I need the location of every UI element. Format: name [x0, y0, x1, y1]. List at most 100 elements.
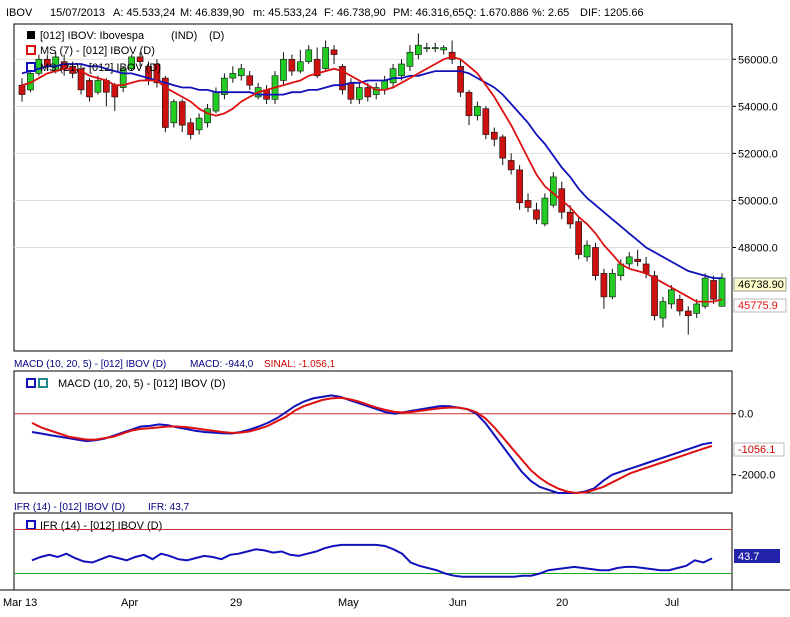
macd-title-signal: SINAL: -1.056,1 [264, 359, 336, 370]
candle-down [246, 75, 254, 86]
header-pct: %: 2.65 [532, 7, 569, 19]
price-tick-label: 54000.0 [738, 101, 778, 113]
ifr-last-marker: 43.7 [734, 549, 780, 563]
ifr-legend-swatch [26, 520, 36, 530]
candle-down [524, 200, 532, 208]
price-tick-label: 48000.0 [738, 242, 778, 254]
candle-up [440, 47, 448, 51]
candle-up [280, 58, 287, 81]
candle-up [693, 303, 701, 314]
candle-up [204, 108, 211, 124]
candle-up [474, 106, 481, 117]
macd-last-marker: -1056.1 [733, 442, 785, 457]
candle-down [490, 131, 498, 140]
legend-ms7-label: MS (7) - [012] IBOV (D) [40, 45, 155, 57]
candle-down [507, 160, 515, 171]
candle-down [566, 211, 574, 225]
header-qty: Q: 1.670.886 [465, 7, 529, 19]
legend-main-ind: (IND) [171, 30, 197, 42]
candle-down [600, 273, 608, 298]
ifr-line [31, 543, 713, 578]
price-tick-label: 50000.0 [738, 195, 778, 207]
candle-up [128, 56, 135, 69]
candle-up [372, 87, 380, 95]
candle-down [684, 310, 692, 317]
legend-main-swatch [27, 31, 35, 39]
x-tick-label: 20 [556, 597, 568, 609]
candle-up [305, 49, 313, 62]
price-tick-label: 56000.0 [738, 54, 778, 66]
ifr-title-value: IFR: 43,7 [148, 502, 190, 513]
x-axis: Mar 13 Apr 29 May Jun 20 Jul [0, 589, 790, 609]
legend-ms21-label: MS (21) - [012] IBOV (D) [40, 62, 161, 74]
candle-down [347, 82, 355, 100]
ma21-line [21, 63, 722, 280]
candle-up [583, 244, 591, 258]
price-moving-averages [21, 55, 723, 303]
candle-up [237, 68, 245, 77]
candle-down [651, 275, 658, 317]
x-tick-label: 29 [230, 597, 242, 609]
header-low: m: 45.533,24 [253, 7, 317, 19]
candle-down [634, 258, 641, 262]
header-close: F: 46.738,90 [324, 7, 386, 19]
candle-up [609, 273, 616, 298]
candle-down [330, 49, 338, 55]
macd-line [31, 394, 713, 494]
macd-legend: MACD (10, 20, 5) - [012] IBOV (D) [26, 378, 226, 390]
ifr-panel [13, 512, 733, 591]
last-price-marker: 46738.90 [733, 277, 787, 292]
candle-up [423, 47, 431, 50]
candle-down [111, 84, 119, 98]
candle-down [676, 298, 684, 312]
header-info: IBOV 15/07/2013 A: 45.533,24 M: 46.839,9… [6, 7, 644, 19]
header-high: M: 46.839,90 [180, 7, 244, 19]
candle-down [77, 68, 85, 91]
macd-tick-label: -2000.0 [738, 470, 775, 482]
macd-panel [13, 370, 733, 494]
candle-down [86, 80, 93, 98]
candle-down [575, 221, 582, 255]
candle-down [153, 63, 161, 84]
candle-down [313, 58, 321, 77]
legend-main-label: [012] IBOV: Ibovespa [40, 30, 145, 42]
ma7-line [21, 55, 723, 303]
macd-legend-swatch-2 [38, 378, 48, 388]
candle-up [229, 73, 237, 79]
macd-title-value: MACD: -944,0 [190, 359, 254, 370]
ma-price-marker: 45775.9 [733, 298, 787, 313]
candle-up [718, 277, 726, 307]
macd-axis: 0.0 -2000.0 [14, 409, 775, 482]
candle-down [364, 87, 372, 98]
ifr-legend: IFR (14) - [012] IBOV (D) [26, 520, 162, 532]
x-tick-label: May [338, 597, 359, 609]
candle-up [170, 101, 178, 124]
candle-down [482, 108, 490, 135]
price-axis: 48000.0 50000.0 52000.0 54000.0 56000.0 [732, 54, 778, 254]
candle-down [516, 169, 523, 204]
candle-up [119, 68, 127, 88]
legend-ms21-swatch [26, 62, 36, 72]
header-open: A: 45.533,24 [113, 7, 175, 19]
candle-up [221, 77, 228, 95]
macd-lines [31, 394, 713, 495]
candle-up [668, 289, 675, 305]
x-tick-label: Jul [665, 597, 679, 609]
macd-legend-label: MACD (10, 20, 5) - [012] IBOV (D) [58, 378, 226, 390]
last-price-label: 46738.90 [738, 279, 784, 291]
ifr-legend-label: IFR (14) - [012] IBOV (D) [40, 520, 162, 532]
ifr-title: IFR (14) - [012] IBOV (D) IFR: 43,7 [14, 502, 190, 513]
macd-tick-label: 0.0 [738, 409, 753, 421]
candle-down [710, 280, 717, 300]
header-date: 15/07/2013 [50, 7, 105, 19]
candle-up [431, 47, 439, 50]
signal-line [31, 396, 713, 495]
candle-up [415, 44, 422, 55]
candle-down [457, 66, 464, 93]
candle-up [212, 91, 220, 112]
macd-last-box [733, 442, 785, 457]
candle-up [701, 277, 709, 307]
header-symbol: IBOV [6, 7, 33, 19]
candle-down [178, 101, 186, 126]
